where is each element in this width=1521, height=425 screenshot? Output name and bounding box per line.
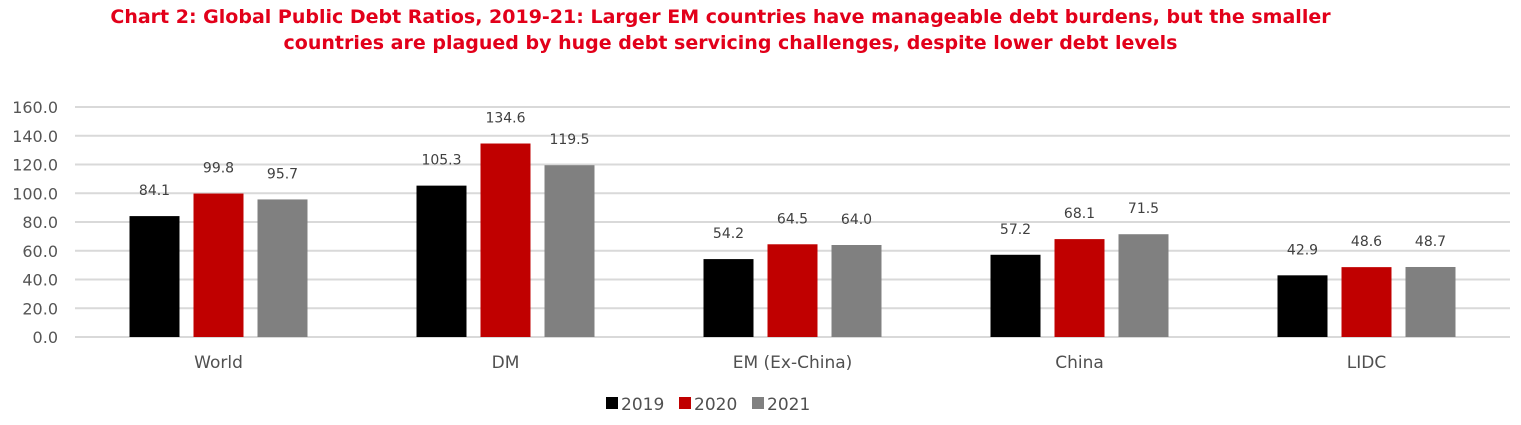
bar-2020-world [193,193,244,337]
y-tick-label: 60.0 [22,242,58,261]
bar-2021-lidc [1405,266,1456,337]
x-axis: World DM EM (Ex-China) China LIDC [194,353,1386,373]
data-label: 134.6 [485,111,525,127]
data-label: 48.7 [1415,234,1446,250]
bar-2019-lidc [1277,275,1328,337]
bar-2019-world [129,216,180,337]
legend-item-2020: 2020 [679,395,737,415]
legend-label: 2019 [621,395,664,415]
y-tick-label: 160.0 [12,98,58,117]
data-label: 54.2 [713,226,744,242]
data-label: 42.9 [1287,242,1318,258]
legend-swatch-2021 [752,397,764,409]
y-tick-label: 40.0 [22,271,58,290]
legend-item-2021: 2021 [752,395,810,415]
y-tick-label: 20.0 [22,299,58,318]
x-category-label: DM [492,353,520,373]
bar-2021-em-ex-china- [831,245,882,337]
bar-2020-lidc [1341,267,1392,337]
legend: 2019 2020 2021 [606,395,810,415]
data-labels: 84.1 99.8 95.7 105.3 134.6 119.5 54.2 64.5 64.0 5… [139,111,1446,259]
legend-item-2019: 2019 [606,395,664,415]
data-label: 68.1 [1064,206,1095,222]
bar-2021-dm [544,165,595,337]
legend-label: 2021 [767,395,810,415]
data-label: 99.8 [203,161,234,177]
y-axis: 0.0 20.0 40.0 60.0 80.0 100.0 120.0 140.0 160.0 [12,98,58,347]
x-category-label: World [194,353,243,373]
data-label: 105.3 [421,153,461,169]
y-tick-label: 80.0 [22,213,58,232]
data-label: 64.5 [777,211,808,227]
chart-title-line-2: countries are plagued by huge debt servi… [283,32,1178,54]
chart-title: Chart 2: Global Public Debt Ratios, 2019… [0,4,1521,56]
bars [129,143,1456,337]
chart-title-line-1: Chart 2: Global Public Debt Ratios, 2019… [110,6,1331,28]
y-tick-label: 0.0 [33,328,58,347]
y-tick-label: 100.0 [12,184,58,203]
bar-2019-dm [416,185,467,337]
y-tick-label: 120.0 [12,156,58,175]
legend-label: 2020 [694,395,737,415]
bar-2020-dm [480,143,531,337]
data-label: 95.7 [267,166,298,182]
x-category-label: China [1055,353,1104,373]
legend-swatch-2020 [679,397,691,409]
bar-2019-em-ex-china- [703,259,754,337]
data-label: 71.5 [1128,201,1159,217]
x-category-label: LIDC [1347,353,1386,373]
data-label: 48.6 [1351,234,1382,250]
legend-swatch-2019 [606,397,618,409]
data-label: 84.1 [139,183,170,199]
y-tick-label: 140.0 [12,127,58,146]
bar-2021-china [1118,234,1169,337]
data-label: 57.2 [1000,222,1031,238]
bar-2020-china [1054,239,1105,337]
data-label: 119.5 [549,132,589,148]
bar-2020-em-ex-china- [767,244,818,337]
gridlines [75,106,1510,338]
x-category-label: EM (Ex-China) [733,353,853,373]
bar-2021-world [257,199,308,337]
data-label: 64.0 [841,212,872,228]
bar-2019-china [990,254,1041,337]
